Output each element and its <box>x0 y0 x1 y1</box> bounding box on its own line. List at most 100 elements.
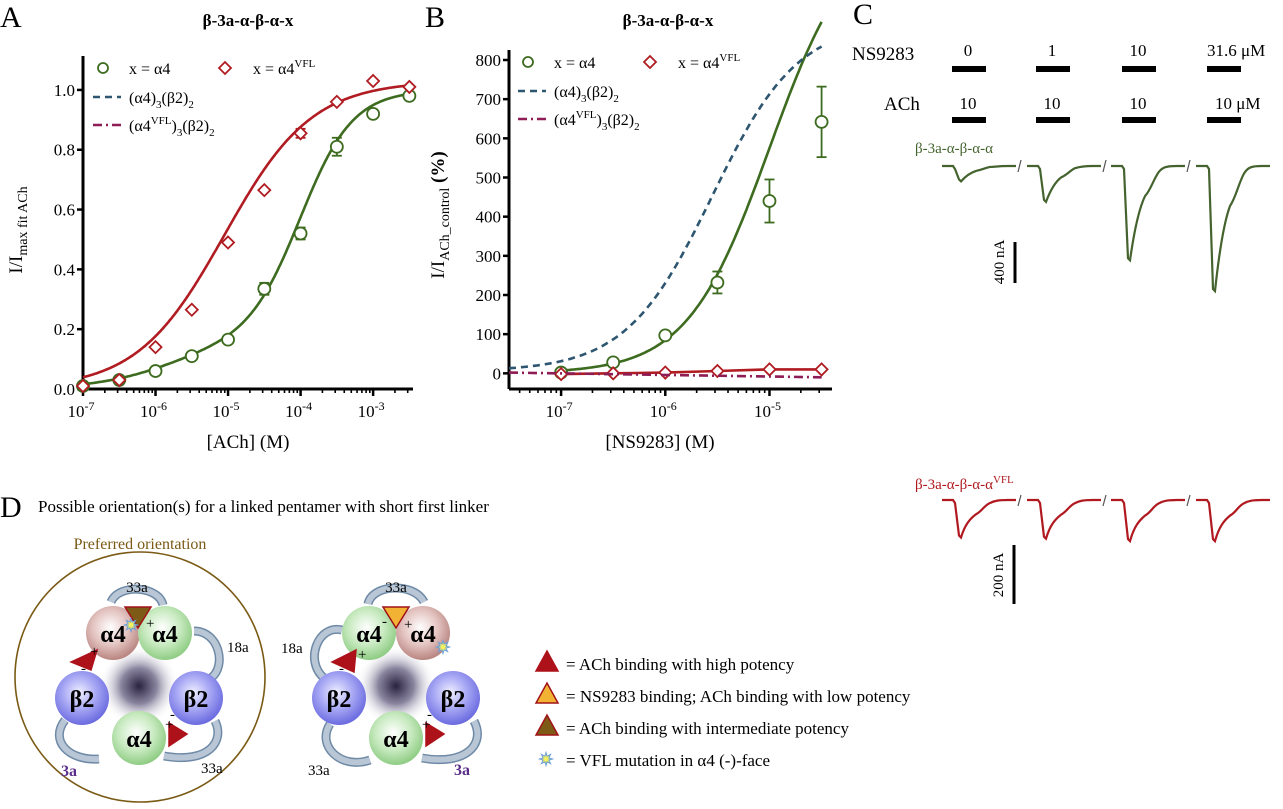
legend-part: (β2) <box>607 112 634 129</box>
x-tick-exp: -6 <box>667 399 677 413</box>
subunit-sphere <box>342 606 396 660</box>
current-traces <box>942 159 1270 544</box>
ns9283-label: NS9283 <box>852 44 914 65</box>
trace-break <box>1017 494 1022 507</box>
legend-marker-circle <box>522 56 534 68</box>
panel-b: B β-3a-α-β-α-x 0 100 200 300 400 500 600 700 800… <box>425 1 832 453</box>
data-point-circle <box>710 275 725 290</box>
face-sign: - <box>339 661 344 677</box>
linker-arrow <box>193 628 223 681</box>
ach-bar <box>1036 117 1070 123</box>
panel-label-d: D <box>0 491 22 524</box>
subunit-sphere <box>55 671 109 725</box>
data-point-diamond <box>184 302 200 318</box>
legend-part: (α4 <box>554 112 576 129</box>
y-tick-label: 1.0 <box>54 81 75 100</box>
y-tick-label: 0.2 <box>54 320 75 339</box>
trace-break <box>1102 494 1107 507</box>
trace-sweep-wt <box>1027 164 1101 204</box>
subunit-sphere <box>86 606 140 660</box>
legend-text: = VFL mutation in α4 (-)-face <box>566 751 770 770</box>
linker-arrow-outline <box>55 717 100 764</box>
linker-arrow <box>56 718 100 763</box>
data-point-diamond <box>111 372 127 388</box>
panel-label-a: A <box>0 1 22 34</box>
ns9283-conc: 0 <box>964 41 973 60</box>
panel-d-title: Possible orientation(s) for a linked pen… <box>38 497 489 516</box>
linker-arrow <box>421 719 481 763</box>
trace-sweep-vfl <box>1111 498 1185 544</box>
trace-sweep-vfl <box>1196 498 1270 544</box>
svg-text:I/Imax fit ACh: I/Imax fit ACh <box>6 186 31 273</box>
panel-label-b: B <box>425 1 445 34</box>
trace-break <box>1186 159 1191 173</box>
y-tick-label: 0.0 <box>54 380 75 399</box>
linker-label: 33a <box>126 580 148 596</box>
face-sign: + <box>422 717 430 733</box>
linker-label: 33a <box>201 761 223 777</box>
y-tick-label: 0.8 <box>54 141 75 160</box>
ach-conc: 10 <box>960 94 977 113</box>
x-tick-base: 10 <box>285 402 302 421</box>
ach-conc: 10 <box>1044 94 1061 113</box>
y-tick-label: 600 <box>476 129 502 148</box>
face-sign: - <box>81 661 86 677</box>
vfl-mutation-star-icon <box>434 638 452 656</box>
x-tick-label: 10-5 <box>213 399 240 421</box>
svg-text:400 nA: 400 nA <box>992 240 1008 285</box>
legend-label-wt: (α4)3(β2)2 <box>129 90 194 111</box>
subunit-label: β2 <box>70 687 95 713</box>
subunit-label: β2 <box>441 687 466 713</box>
subunit-label: α4 <box>410 622 435 648</box>
vfl-mutation-star-icon <box>537 750 555 768</box>
linker-arrow <box>108 586 166 607</box>
panel-c: C NS9283 ACh 0 10 1 10 10 10 31.6 μM 10 μM β-3a… <box>852 0 1270 604</box>
subunit-label: β2 <box>327 687 352 713</box>
channel-pore <box>99 646 179 726</box>
subunit-sphere <box>169 671 223 725</box>
legend-part: (α4) <box>554 84 581 101</box>
svg-text:200 nA: 200 nA <box>991 553 1007 598</box>
x-tick-exp: -7 <box>563 399 573 413</box>
subunit-label: α4 <box>126 727 151 753</box>
legend-text: x = α4 <box>678 55 719 72</box>
linker-arrow <box>365 585 427 606</box>
legend-marker-diamond <box>217 60 233 76</box>
x-tick-exp: -3 <box>375 399 385 413</box>
legend-part: (β2) <box>182 118 209 135</box>
trace-break <box>1186 494 1191 507</box>
y-tick-label: 100 <box>476 325 502 344</box>
data-point-circle <box>221 332 235 347</box>
legend-label-a4: x = α4 <box>129 61 170 78</box>
face-sign: + <box>404 617 412 633</box>
fit-line-dashdot <box>508 371 822 379</box>
face-sign: - <box>382 614 387 630</box>
linker-label: 18a <box>227 640 249 656</box>
panel-a-ylabel: I/Imax fit ACh <box>6 186 31 273</box>
data-point-circle <box>814 114 829 129</box>
x-tick-exp: -6 <box>157 399 167 413</box>
ach-label: ACh <box>884 94 920 115</box>
legend-part: ) <box>597 112 602 129</box>
legend-part: 2 <box>634 121 640 133</box>
legend-part: (β2) <box>162 90 189 107</box>
y-tick-label: 200 <box>476 286 502 305</box>
x-tick-label: 10-7 <box>68 399 95 421</box>
fit-line-circle <box>82 92 410 386</box>
trace-sweep-vfl <box>942 498 1016 540</box>
legend-part: 3 <box>602 121 608 133</box>
data-point-circle <box>366 106 381 121</box>
panel-b-xlabel: [NS9283] (M) <box>605 432 714 453</box>
legend-text: = ACh binding with high potency <box>566 655 795 674</box>
legend-part: VFL <box>151 115 172 127</box>
linker-label-first: 3a <box>61 763 77 780</box>
subunit-sphere <box>138 606 192 660</box>
legend-text: x = α4 <box>253 61 294 78</box>
subunit-label: α4 <box>100 622 125 648</box>
binding-site-triangle-red-icon <box>425 721 446 748</box>
ach-conc: 10 μM <box>1215 94 1260 113</box>
linker-arrow <box>311 626 343 681</box>
face-sign: + <box>358 647 366 663</box>
panel-a-plot: 0.00.20.40.60.81.010-7 10-6 10-5 10-4 10-3x … <box>54 56 417 421</box>
